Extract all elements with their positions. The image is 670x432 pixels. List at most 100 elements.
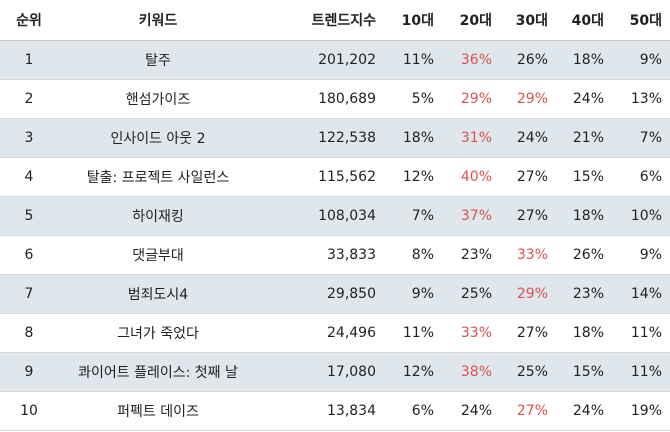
cell-age-20s: 23% xyxy=(442,235,500,275)
table-row: 4 탈출: 프로젝트 사일런스 115,562 12% 40% 27% 15% 6% xyxy=(0,157,670,197)
cell-keyword: 하이재킹 xyxy=(58,196,258,236)
cell-trend-index: 24,496 xyxy=(258,313,384,353)
cell-age-20s: 24% xyxy=(442,391,500,431)
cell-trend-index: 180,689 xyxy=(258,79,384,119)
cell-keyword: 콰이어트 플레이스: 첫째 날 xyxy=(58,352,258,392)
cell-age-10s: 18% xyxy=(384,118,442,158)
header-age-20s: 20대 xyxy=(442,0,500,41)
cell-keyword: 그녀가 죽었다 xyxy=(58,313,258,353)
cell-age-40s: 15% xyxy=(556,157,612,197)
table-row: 1 탈주 201,202 11% 36% 26% 18% 9% xyxy=(0,40,670,80)
table-row: 10 퍼펙트 데이즈 13,834 6% 24% 27% 24% 19% xyxy=(0,391,670,431)
cell-age-30s: 27% xyxy=(500,157,556,197)
cell-age-20s: 25% xyxy=(442,274,500,314)
table-header: 순위 키워드 트렌드지수 10대 20대 30대 40대 50대 xyxy=(0,0,670,41)
header-age-10s: 10대 xyxy=(384,0,442,41)
cell-age-50s: 13% xyxy=(612,79,670,119)
cell-trend-index: 115,562 xyxy=(258,157,384,197)
cell-rank: 10 xyxy=(0,391,58,431)
cell-age-10s: 7% xyxy=(384,196,442,236)
cell-rank: 6 xyxy=(0,235,58,275)
cell-age-10s: 5% xyxy=(384,79,442,119)
header-trend-index: 트렌드지수 xyxy=(258,0,384,41)
cell-rank: 4 xyxy=(0,157,58,197)
cell-keyword: 퍼펙트 데이즈 xyxy=(58,391,258,431)
cell-keyword: 댓글부대 xyxy=(58,235,258,275)
header-row: 순위 키워드 트렌드지수 10대 20대 30대 40대 50대 xyxy=(0,0,670,41)
cell-age-40s: 21% xyxy=(556,118,612,158)
cell-age-30s: 27% xyxy=(500,196,556,236)
cell-age-10s: 9% xyxy=(384,274,442,314)
cell-age-40s: 18% xyxy=(556,40,612,80)
cell-age-20s: 36% xyxy=(442,40,500,80)
cell-age-30s: 29% xyxy=(500,79,556,119)
cell-age-20s: 38% xyxy=(442,352,500,392)
header-rank: 순위 xyxy=(0,0,58,41)
cell-age-40s: 24% xyxy=(556,79,612,119)
table-row: 7 범죄도시4 29,850 9% 25% 29% 23% 14% xyxy=(0,274,670,314)
cell-rank: 5 xyxy=(0,196,58,236)
cell-age-30s: 27% xyxy=(500,391,556,431)
cell-age-40s: 18% xyxy=(556,196,612,236)
cell-trend-index: 17,080 xyxy=(258,352,384,392)
table-row: 5 하이재킹 108,034 7% 37% 27% 18% 10% xyxy=(0,196,670,236)
cell-age-50s: 9% xyxy=(612,40,670,80)
cell-keyword: 탈출: 프로젝트 사일런스 xyxy=(58,157,258,197)
cell-keyword: 핸섬가이즈 xyxy=(58,79,258,119)
table-row: 3 인사이드 아웃 2 122,538 18% 31% 24% 21% 7% xyxy=(0,118,670,158)
cell-age-10s: 11% xyxy=(384,313,442,353)
table-row: 8 그녀가 죽었다 24,496 11% 33% 27% 18% 11% xyxy=(0,313,670,353)
cell-age-10s: 12% xyxy=(384,352,442,392)
cell-age-10s: 11% xyxy=(384,40,442,80)
cell-age-50s: 19% xyxy=(612,391,670,431)
cell-age-10s: 8% xyxy=(384,235,442,275)
cell-age-10s: 6% xyxy=(384,391,442,431)
cell-trend-index: 108,034 xyxy=(258,196,384,236)
cell-age-50s: 10% xyxy=(612,196,670,236)
cell-trend-index: 29,850 xyxy=(258,274,384,314)
cell-rank: 9 xyxy=(0,352,58,392)
table-body: 1 탈주 201,202 11% 36% 26% 18% 9% 2 핸섬가이즈 180,689 5% 2… xyxy=(0,40,670,431)
cell-age-20s: 40% xyxy=(442,157,500,197)
cell-age-40s: 23% xyxy=(556,274,612,314)
cell-age-10s: 12% xyxy=(384,157,442,197)
cell-rank: 3 xyxy=(0,118,58,158)
cell-age-50s: 9% xyxy=(612,235,670,275)
cell-age-20s: 37% xyxy=(442,196,500,236)
cell-age-50s: 11% xyxy=(612,313,670,353)
cell-rank: 8 xyxy=(0,313,58,353)
cell-age-30s: 26% xyxy=(500,40,556,80)
cell-age-30s: 25% xyxy=(500,352,556,392)
cell-age-50s: 11% xyxy=(612,352,670,392)
cell-age-40s: 18% xyxy=(556,313,612,353)
cell-trend-index: 122,538 xyxy=(258,118,384,158)
cell-rank: 1 xyxy=(0,40,58,80)
cell-age-20s: 33% xyxy=(442,313,500,353)
header-age-40s: 40대 xyxy=(556,0,612,41)
cell-keyword: 탈주 xyxy=(58,40,258,80)
cell-trend-index: 13,834 xyxy=(258,391,384,431)
cell-rank: 2 xyxy=(0,79,58,119)
cell-keyword: 범죄도시4 xyxy=(58,274,258,314)
cell-age-30s: 33% xyxy=(500,235,556,275)
cell-age-40s: 26% xyxy=(556,235,612,275)
cell-keyword: 인사이드 아웃 2 xyxy=(58,118,258,158)
cell-rank: 7 xyxy=(0,274,58,314)
header-age-50s: 50대 xyxy=(612,0,670,41)
header-keyword: 키워드 xyxy=(58,0,258,41)
cell-age-50s: 6% xyxy=(612,157,670,197)
cell-age-20s: 31% xyxy=(442,118,500,158)
cell-age-30s: 27% xyxy=(500,313,556,353)
cell-age-30s: 24% xyxy=(500,118,556,158)
table-row: 6 댓글부대 33,833 8% 23% 33% 26% 9% xyxy=(0,235,670,275)
cell-age-30s: 29% xyxy=(500,274,556,314)
cell-trend-index: 33,833 xyxy=(258,235,384,275)
cell-age-50s: 14% xyxy=(612,274,670,314)
cell-age-40s: 24% xyxy=(556,391,612,431)
cell-age-40s: 15% xyxy=(556,352,612,392)
cell-age-50s: 7% xyxy=(612,118,670,158)
cell-trend-index: 201,202 xyxy=(258,40,384,80)
table-row: 2 핸섬가이즈 180,689 5% 29% 29% 24% 13% xyxy=(0,79,670,119)
header-age-30s: 30대 xyxy=(500,0,556,41)
